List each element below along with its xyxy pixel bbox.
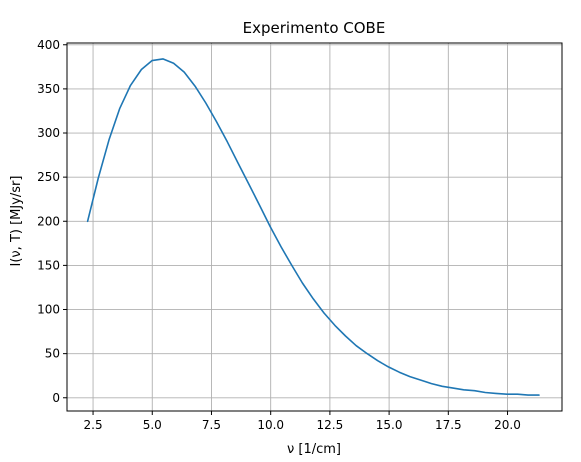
x-axis-label: ν [1/cm] <box>287 442 341 457</box>
x-tick-label: 2.5 <box>84 418 103 432</box>
x-tick-label: 5.0 <box>143 418 162 432</box>
chart-title: Experimento COBE <box>243 19 386 37</box>
x-tick-label: 15.0 <box>376 418 403 432</box>
plot-series <box>86 58 540 396</box>
x-tick-label: 10.0 <box>257 418 284 432</box>
x-tick-label: 17.5 <box>435 418 462 432</box>
y-tick-label: 50 <box>45 347 60 361</box>
y-tick-label: 200 <box>37 214 60 228</box>
y-axis-label: I(ν, T) [MJy/sr] <box>9 176 24 267</box>
x-tick-label: 20.0 <box>494 418 521 432</box>
x-tick-label: 12.5 <box>317 418 344 432</box>
y-tick-label: 300 <box>37 126 60 140</box>
y-tick-label: 400 <box>37 38 60 52</box>
plot-frame <box>66 42 563 412</box>
y-tick-label: 150 <box>37 258 60 272</box>
axis-ticks: 2.5 5.0 7.5 10.0 12.5 15.0 17.5 20.0 0 50 100 150 20… <box>37 38 521 432</box>
y-tick-label: 100 <box>37 303 60 317</box>
y-tick-label: 350 <box>37 82 60 96</box>
x-tick-label: 7.5 <box>202 418 221 432</box>
y-tick-label: 250 <box>37 170 60 184</box>
grid <box>67 43 562 411</box>
y-tick-label: 0 <box>52 391 60 405</box>
series-line <box>86 58 540 396</box>
